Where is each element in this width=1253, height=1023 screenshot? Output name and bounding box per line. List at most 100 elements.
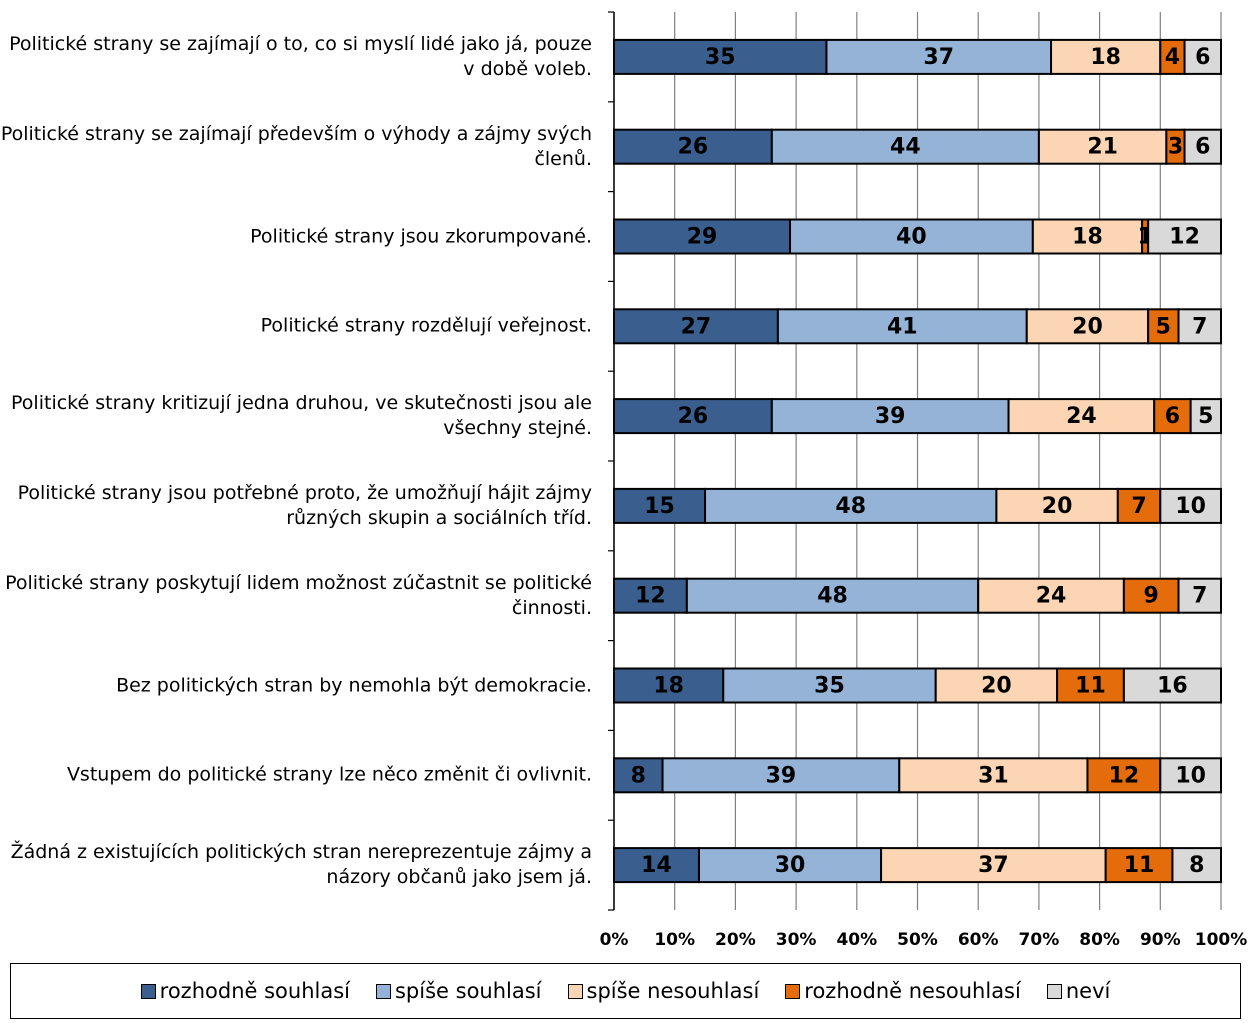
data-label: 20: [981, 674, 1012, 699]
x-tick-label: 30%: [776, 930, 817, 950]
data-label: 41: [887, 314, 918, 339]
legend-label: rozhodně nesouhlasí: [804, 979, 1021, 1003]
data-label: 37: [923, 45, 954, 70]
data-label: 29: [687, 225, 718, 250]
data-label: 44: [890, 135, 921, 160]
bar-segment: [789, 218, 1034, 255]
category-label: Politické strany poskytují lidem možnost…: [5, 571, 592, 619]
bar-segment: [1147, 308, 1180, 345]
legend-item: neví: [1046, 979, 1111, 1003]
bar-segment: [1159, 757, 1223, 794]
data-label: 20: [1072, 314, 1103, 339]
data-label: 35: [814, 674, 845, 699]
data-label: 27: [681, 314, 712, 339]
plot: 0% 10% 20% 30% 40% 50% 60% 70% 80% 90% 100%35 37 18 4…: [600, 11, 1248, 950]
data-label: 10: [1175, 494, 1206, 519]
bar-segment: [613, 398, 773, 435]
bar-segment: [1177, 308, 1223, 345]
bar-segment: [613, 128, 773, 165]
bar-segment: [880, 847, 1107, 884]
category-label: Bez politických stran by nemohla být dem…: [116, 674, 592, 696]
data-label: 48: [835, 494, 866, 519]
data-label: 18: [1090, 45, 1121, 70]
bar-segment: [685, 577, 980, 614]
x-tick-label: 10%: [654, 930, 695, 950]
x-tick-label: 40%: [836, 930, 877, 950]
data-label: 48: [817, 584, 848, 609]
category-label: Politické strany jsou zkorumpované.: [250, 225, 592, 247]
bar-segment: [1147, 218, 1223, 255]
bar-segment: [1159, 487, 1223, 524]
legend-item: spíše souhlasí: [375, 979, 542, 1003]
data-label: 26: [678, 404, 709, 429]
bar-segment: [1104, 847, 1174, 884]
data-label: 24: [1036, 584, 1067, 609]
bar-segment: [898, 757, 1089, 794]
x-tick-label: 70%: [1019, 930, 1060, 950]
bar-segment: [613, 577, 688, 614]
data-label: 16: [1157, 674, 1188, 699]
bar-segment: [661, 757, 901, 794]
bar-segment: [1025, 308, 1150, 345]
bar-segment: [1177, 577, 1223, 614]
data-label: 40: [896, 225, 927, 250]
bar-segment: [613, 218, 792, 255]
data-label: 11: [1075, 674, 1106, 699]
data-label: 20: [1042, 494, 1073, 519]
category-label: Žádná z existujících politických stran n…: [10, 841, 592, 889]
x-tick-label: 60%: [958, 930, 999, 950]
x-tick-label: 80%: [1079, 930, 1120, 950]
legend-item: spíše nesouhlasí: [567, 979, 760, 1003]
bar-segment: [697, 847, 883, 884]
legend-label: neví: [1065, 979, 1111, 1003]
data-label: 21: [1087, 135, 1118, 160]
bar-segment: [1189, 398, 1223, 435]
data-label: 5: [1198, 404, 1213, 429]
category-label: Politické strany kritizují jedna druhou,…: [11, 392, 592, 440]
data-label: 5: [1156, 314, 1171, 339]
x-tick-label: 90%: [1140, 930, 1181, 950]
x-tick-label: 50%: [897, 930, 938, 950]
data-label: 6: [1195, 135, 1210, 160]
bar-segment: [770, 128, 1040, 165]
data-label: 39: [766, 763, 797, 788]
bar-segment: [995, 487, 1119, 524]
bar-segment: [1007, 398, 1156, 435]
data-label: 8: [631, 763, 646, 788]
data-label: 6: [1165, 404, 1180, 429]
legend-label: spíše nesouhlasí: [586, 979, 760, 1003]
data-label: 7: [1192, 314, 1207, 339]
data-label: 3: [1168, 135, 1183, 160]
legend-swatch: [1046, 983, 1062, 999]
bar-segment: [1050, 38, 1162, 75]
data-label: 24: [1066, 404, 1097, 429]
bar-segment: [1031, 218, 1144, 255]
bar-segment: [1122, 667, 1223, 704]
data-label: 12: [635, 584, 666, 609]
bar-segment: [1056, 667, 1125, 704]
legend-swatch: [140, 983, 156, 999]
legend-swatch: [567, 983, 583, 999]
category-label: Politické strany jsou potřebné proto, že…: [17, 481, 592, 529]
data-label: 18: [653, 674, 684, 699]
legend-item: rozhodně souhlasí: [140, 979, 350, 1003]
legend-label: spíše souhlasí: [394, 979, 542, 1003]
legend: rozhodně souhlasí spíše souhlasí spíše nes…: [10, 963, 1241, 1019]
bar-segment: [1122, 577, 1180, 614]
data-label: 9: [1144, 584, 1159, 609]
x-tick-label: 100%: [1195, 930, 1248, 950]
bar-segment: [704, 487, 998, 524]
data-label: 26: [678, 135, 709, 160]
data-label: 15: [644, 494, 675, 519]
data-label: 8: [1189, 853, 1204, 878]
data-label: 12: [1109, 763, 1140, 788]
data-label: 7: [1131, 494, 1146, 519]
data-label: 39: [875, 404, 906, 429]
legend-item: rozhodně nesouhlasí: [785, 979, 1021, 1003]
bar-segment: [1183, 128, 1222, 165]
x-tick-label: 0%: [600, 930, 629, 950]
x-tick-label: 20%: [715, 930, 756, 950]
data-label: 6: [1195, 45, 1210, 70]
bar-segment: [776, 308, 1028, 345]
